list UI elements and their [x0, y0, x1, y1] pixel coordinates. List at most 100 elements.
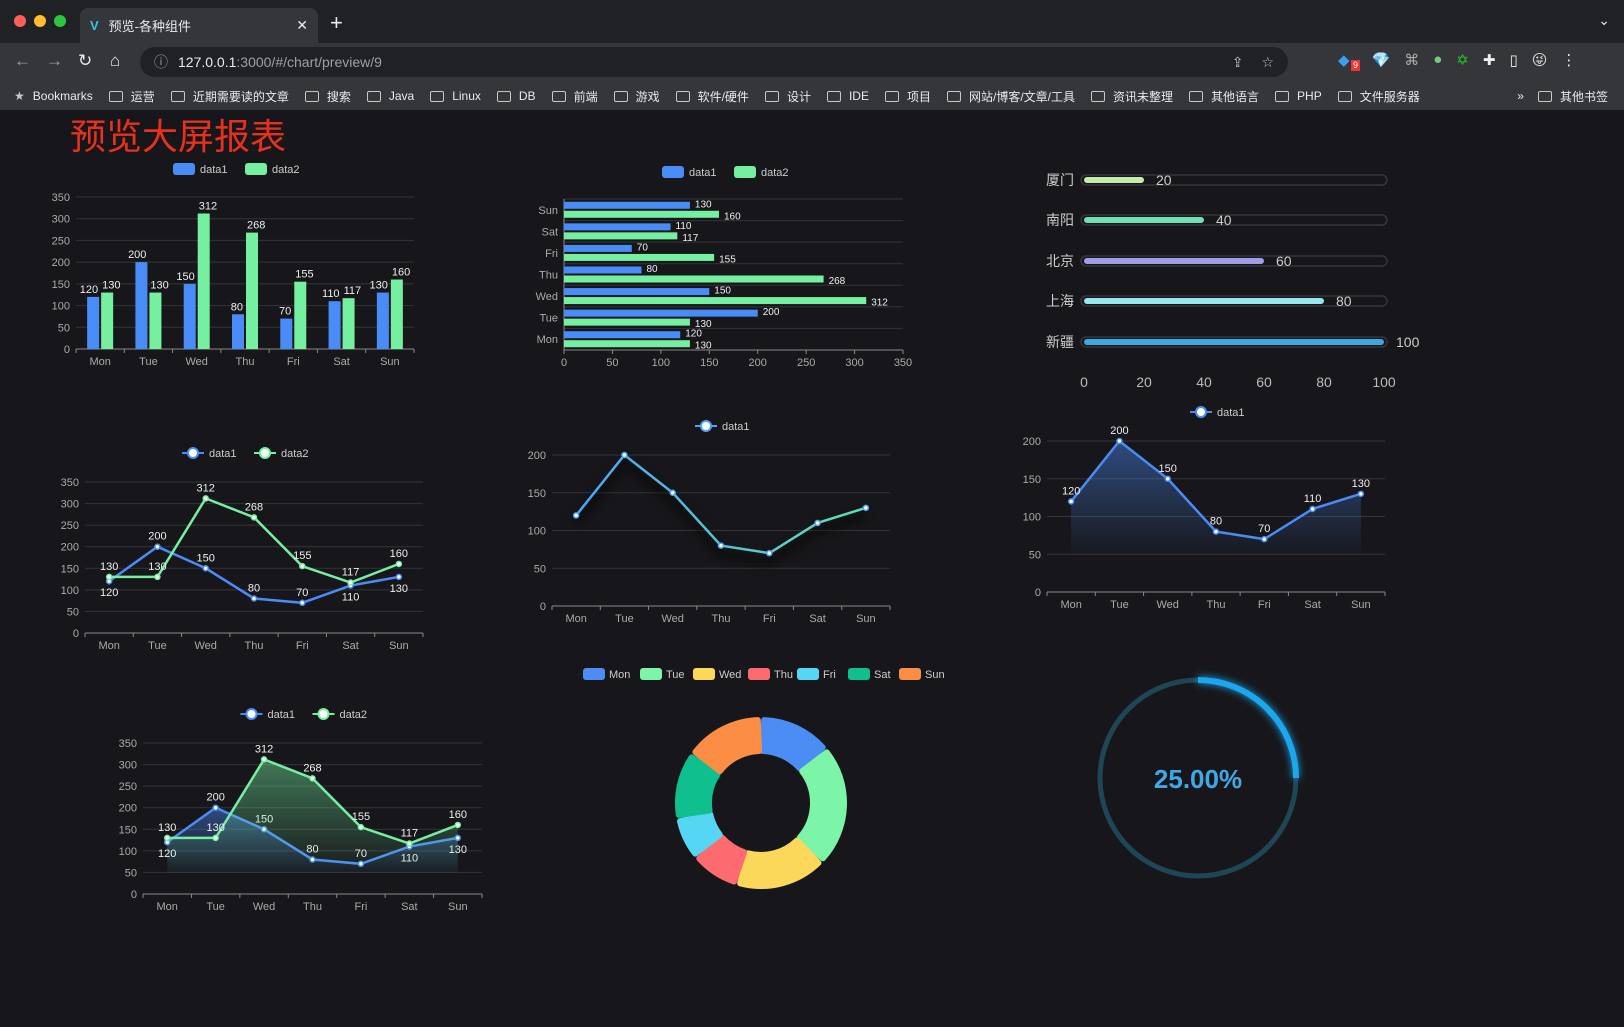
bar[interactable]	[376, 292, 389, 349]
data-point[interactable]	[862, 504, 870, 512]
donut-slice[interactable]	[675, 754, 721, 818]
bar[interactable]	[564, 318, 690, 326]
bookmark-folder[interactable]: 设计	[764, 88, 811, 105]
tab-search-chevron-icon[interactable]: ⌄	[1598, 12, 1610, 28]
data-point[interactable]	[1309, 505, 1316, 513]
data-point[interactable]	[202, 565, 209, 572]
data-point[interactable]	[154, 543, 161, 550]
bookmark-folder[interactable]: 项目	[884, 88, 931, 105]
bookmark-folder[interactable]: Linux	[430, 89, 481, 103]
legend-item[interactable]: data1	[695, 420, 750, 433]
bar[interactable]	[149, 292, 162, 349]
data-point[interactable]	[1067, 498, 1075, 505]
data-point[interactable]	[814, 519, 821, 527]
legend-item[interactable]: data1	[1190, 406, 1245, 419]
bar[interactable]	[232, 314, 244, 349]
more-bookmarks-button[interactable]: »	[1517, 89, 1524, 103]
bookmark-folder[interactable]: 资讯未整理	[1091, 88, 1173, 105]
legend-item[interactable]: Wed	[693, 668, 741, 681]
bar[interactable]	[183, 283, 196, 349]
bar[interactable]	[342, 298, 355, 349]
data-point[interactable]	[347, 579, 354, 586]
bar[interactable]	[564, 309, 758, 317]
data-point[interactable]	[395, 573, 403, 581]
bookmarks-manager[interactable]: ★ Bookmarks	[14, 89, 93, 103]
green-dot-extension-icon[interactable]: ●	[1433, 51, 1443, 68]
home-icon[interactable]: ⌂	[110, 51, 121, 70]
bar[interactable]	[390, 279, 403, 349]
data-point[interactable]	[250, 514, 258, 521]
data-point[interactable]	[717, 542, 725, 549]
bookmark-folder[interactable]: 前端	[551, 88, 598, 105]
data-point[interactable]	[299, 599, 306, 607]
data-point[interactable]	[250, 595, 258, 602]
data-point[interactable]	[669, 489, 676, 496]
bookmark-folder[interactable]: 运营	[108, 88, 155, 105]
donut-slice[interactable]	[692, 717, 763, 775]
bookmark-folder[interactable]: 搜索	[304, 88, 351, 105]
data-point[interactable]	[621, 451, 628, 459]
forward-icon[interactable]: →	[46, 51, 63, 70]
bookmark-folder[interactable]: Java	[366, 89, 414, 103]
star-extension-icon[interactable]: ✡	[1456, 52, 1469, 69]
close-window-button[interactable]	[14, 15, 26, 27]
data-point[interactable]	[154, 573, 161, 581]
data-point[interactable]	[1357, 490, 1365, 498]
legend-item[interactable]: data1	[173, 163, 228, 176]
data-point[interactable]	[395, 560, 403, 568]
data-point[interactable]	[202, 495, 209, 502]
legend-item[interactable]: Sun	[899, 668, 945, 681]
data-point[interactable]	[454, 821, 462, 829]
other-bookmarks[interactable]: 其他书签	[1537, 88, 1608, 105]
data-point[interactable]	[572, 512, 580, 519]
bar[interactable]	[87, 296, 100, 349]
data-point[interactable]	[309, 775, 316, 782]
data-point[interactable]	[1261, 535, 1268, 543]
legend-item[interactable]: data1	[240, 708, 296, 721]
legend-item[interactable]: Thu	[748, 668, 793, 681]
bar[interactable]	[564, 201, 690, 209]
bar[interactable]	[564, 232, 678, 240]
data-point[interactable]	[406, 840, 413, 847]
donut-slice[interactable]	[759, 717, 826, 772]
bar[interactable]	[280, 318, 293, 349]
data-point[interactable]	[105, 573, 113, 581]
browser-tab[interactable]: V 预览-各种组件 ✕	[80, 8, 318, 43]
bookmark-folder[interactable]: 网站/博客/文章/工具	[946, 88, 1075, 105]
gem-extension-icon[interactable]: 💎	[1371, 52, 1391, 69]
legend-item[interactable]: Sat	[848, 668, 891, 681]
legend-item[interactable]: data2	[734, 166, 789, 179]
bookmark-star-icon[interactable]: ☆	[1261, 53, 1274, 70]
bar[interactable]	[564, 244, 632, 252]
data-point[interactable]	[212, 834, 219, 842]
info-icon[interactable]: ⓘ	[154, 54, 168, 70]
puzzle-extensions-icon[interactable]: ✚	[1482, 52, 1496, 69]
data-point[interactable]	[357, 823, 365, 831]
legend-item[interactable]: Tue	[640, 668, 685, 681]
menu-kebab-icon[interactable]: ⋮	[1561, 52, 1577, 69]
bar[interactable]	[564, 266, 642, 274]
legend-item[interactable]: data2	[254, 447, 309, 460]
bookmark-folder[interactable]: DB	[496, 89, 536, 103]
bar[interactable]	[564, 210, 719, 218]
donut-slice[interactable]	[796, 749, 847, 862]
bar[interactable]	[564, 297, 867, 305]
data-point[interactable]	[766, 549, 773, 557]
data-point[interactable]	[163, 834, 171, 842]
bookmark-folder[interactable]: 软件/硬件	[675, 88, 749, 105]
bookmark-folder[interactable]: 近期需要读的文章	[170, 88, 289, 105]
profile-avatar[interactable]: 😜	[1531, 52, 1548, 69]
data-point[interactable]	[299, 562, 306, 570]
data-point[interactable]	[260, 756, 268, 763]
donut-slice[interactable]	[677, 811, 723, 857]
back-icon[interactable]: ←	[14, 51, 31, 70]
new-tab-button[interactable]: +	[330, 10, 343, 35]
legend-item[interactable]: Fri	[797, 668, 836, 681]
data-point[interactable]	[1116, 437, 1123, 445]
bookmark-folder[interactable]: 文件服务器	[1337, 88, 1420, 105]
reload-icon[interactable]: ↻	[78, 51, 93, 70]
legend-item[interactable]: Mon	[583, 668, 630, 681]
bookmark-folder[interactable]: 游戏	[613, 88, 660, 105]
data-point[interactable]	[1164, 475, 1171, 482]
bar[interactable]	[101, 292, 114, 349]
